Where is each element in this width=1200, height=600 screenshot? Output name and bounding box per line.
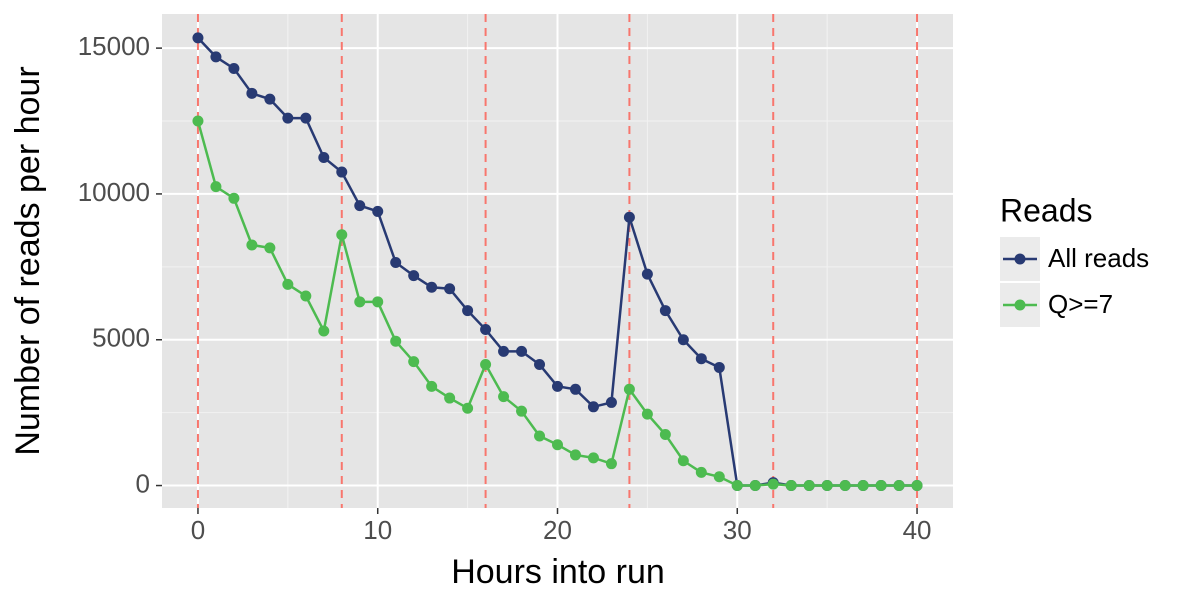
y-axis-title: Number of reads per hour [9,66,47,455]
data-point [695,466,707,478]
y-tick-label: 10000 [78,177,150,207]
data-point [354,200,366,212]
legend-label: All reads [1048,243,1149,273]
data-point [300,112,312,124]
data-point [390,256,402,268]
data-point [246,239,258,251]
data-point [713,361,725,373]
data-point [767,478,779,490]
data-point [228,192,240,204]
data-point [839,480,851,492]
data-point [785,480,797,492]
data-point [228,63,240,75]
data-point [569,383,581,395]
legend-title: Reads [1000,192,1093,228]
data-point [569,449,581,461]
data-point [695,353,707,365]
data-point [605,396,617,408]
data-point [857,480,869,492]
data-point [677,455,689,467]
data-point [408,356,420,368]
data-point [821,480,833,492]
data-point [731,480,743,492]
data-point [659,305,671,317]
data-point [659,429,671,441]
data-point [749,480,761,492]
data-point [318,151,330,163]
data-point [713,471,725,483]
data-point [623,211,635,223]
data-point [803,480,815,492]
data-point [623,383,635,395]
data-point [192,32,204,44]
data-point [641,408,653,420]
data-point [444,283,456,295]
data-point [300,290,312,302]
data-point [875,480,887,492]
data-point [336,166,348,178]
data-point [677,334,689,346]
y-tick-label: 5000 [92,323,150,353]
data-point [192,115,204,127]
data-point [426,380,438,392]
data-point [408,270,420,282]
data-point [605,458,617,470]
data-point [210,51,222,63]
legend-label: Q>=7 [1048,289,1113,319]
x-axis-title: Hours into run [451,553,665,591]
data-point [516,405,528,417]
data-point [336,229,348,241]
data-point [498,391,510,403]
data-point [282,112,294,124]
data-point [444,392,456,404]
y-tick-label: 0 [136,468,150,498]
data-point [426,281,438,293]
data-point [516,345,528,357]
data-point [264,242,276,254]
data-point [210,181,222,193]
data-point [587,452,599,464]
x-tick-label: 0 [191,515,205,545]
data-point [318,325,330,337]
data-point [552,380,563,392]
data-point [480,359,492,371]
y-tick-label: 15000 [78,31,150,61]
data-point [641,268,653,280]
data-point [390,335,402,347]
data-point [587,401,599,413]
data-point [372,296,384,308]
data-point [246,87,258,99]
data-point [893,480,905,492]
data-point [282,278,294,290]
data-point [534,359,546,371]
x-tick-label: 40 [903,515,932,545]
data-point [480,324,492,336]
data-point [534,430,546,442]
x-tick-label: 10 [363,515,392,545]
data-point [264,93,276,105]
data-point [462,402,474,414]
data-point [354,296,366,308]
x-tick-label: 30 [723,515,752,545]
legend-key-point [1014,299,1026,311]
data-point [462,305,474,317]
data-point [498,345,510,357]
data-point [372,205,384,217]
data-point [552,439,563,451]
x-tick-label: 20 [543,515,572,545]
legend-key-point [1014,253,1026,265]
data-point [911,480,923,492]
